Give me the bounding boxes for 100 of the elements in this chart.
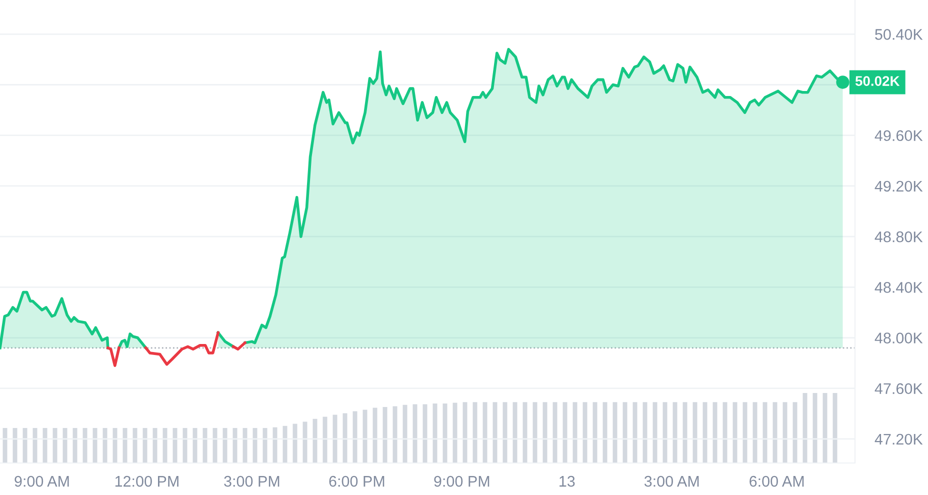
- x-tick-label: 12:00 PM: [115, 476, 178, 487]
- bar: [592, 402, 598, 463]
- bar: [2, 428, 8, 463]
- y-tick-label: 47.20K: [874, 434, 923, 445]
- bar: [72, 428, 78, 463]
- bar: [652, 402, 658, 463]
- bar: [572, 402, 578, 463]
- bar: [702, 402, 708, 463]
- bar: [242, 428, 248, 463]
- bar: [612, 402, 618, 463]
- bar: [772, 402, 778, 463]
- bar: [342, 413, 348, 463]
- bar: [682, 402, 688, 463]
- bar: [542, 402, 548, 463]
- bar: [362, 410, 368, 463]
- y-tick-label: 50.40K: [875, 29, 923, 40]
- bar: [222, 428, 228, 463]
- bar: [742, 402, 748, 463]
- bar: [802, 393, 808, 463]
- bar: [52, 428, 58, 463]
- bar: [832, 393, 838, 463]
- bar: [512, 402, 518, 463]
- bar: [112, 428, 118, 463]
- bar: [462, 402, 468, 463]
- y-tick-label: 47.60K: [874, 383, 923, 394]
- bar: [82, 428, 88, 463]
- x-tick-label: 13: [560, 476, 575, 487]
- y-tick-label: 49.20K: [874, 180, 923, 192]
- bar: [432, 404, 438, 463]
- bar: [272, 427, 278, 463]
- bar: [232, 428, 238, 463]
- bar: [352, 411, 358, 463]
- y-tick-label: 48.00K: [874, 332, 923, 344]
- y-tick-label: 48.40K: [874, 282, 923, 293]
- bar: [102, 428, 108, 463]
- bar: [302, 422, 308, 463]
- bar: [752, 402, 758, 463]
- bar: [282, 426, 288, 463]
- bar: [792, 402, 798, 463]
- x-tick-label: 6:00 AM: [750, 476, 804, 487]
- bar: [182, 428, 188, 463]
- bar: [292, 424, 298, 463]
- bar: [412, 404, 418, 463]
- bar: [172, 428, 178, 463]
- bar: [582, 402, 588, 463]
- bar: [522, 402, 528, 463]
- bar: [642, 402, 648, 463]
- bar: [132, 428, 138, 463]
- bar: [562, 402, 568, 463]
- x-tick-label: 3:00 AM: [644, 476, 699, 487]
- bar: [662, 402, 668, 463]
- bar: [402, 404, 408, 463]
- bar: [92, 428, 98, 463]
- bar: [142, 428, 148, 463]
- bar: [602, 402, 608, 463]
- bar: [532, 402, 538, 463]
- bar: [822, 393, 828, 463]
- bar: [372, 408, 378, 463]
- bar: [392, 406, 398, 463]
- bar: [472, 402, 478, 463]
- bar: [42, 428, 48, 463]
- x-tick-label: 9:00 AM: [14, 476, 69, 487]
- bar: [122, 428, 128, 463]
- bar: [762, 402, 768, 463]
- bar: [332, 414, 338, 463]
- bar: [782, 402, 788, 463]
- bar: [672, 402, 678, 463]
- y-tick-label: 48.80K: [874, 231, 923, 242]
- bar: [422, 404, 428, 463]
- y-tick-label: 49.60K: [874, 130, 923, 142]
- bar: [712, 402, 718, 463]
- bar: [32, 428, 38, 463]
- data-label: 50.02K: [855, 76, 900, 86]
- bar: [252, 428, 258, 463]
- bar: [152, 428, 158, 463]
- bar: [732, 402, 738, 463]
- x-tick-label: 6:00 PM: [329, 476, 384, 487]
- bar: [312, 418, 318, 463]
- bar: [192, 428, 198, 463]
- bar: [492, 402, 498, 463]
- bar: [482, 402, 488, 463]
- bar: [22, 428, 28, 463]
- bar: [212, 428, 218, 463]
- bar: [502, 402, 508, 463]
- bar: [442, 404, 448, 463]
- bar: [322, 416, 328, 463]
- bar: [12, 428, 18, 463]
- bar: [162, 428, 168, 463]
- bar: [202, 428, 208, 463]
- bar: [262, 428, 268, 463]
- bar: [382, 407, 388, 463]
- x-tick-label: 3:00 PM: [224, 476, 280, 487]
- bar: [812, 393, 818, 463]
- bar: [552, 402, 558, 463]
- bar: [722, 402, 728, 463]
- bar: [62, 428, 68, 463]
- bar: [622, 402, 628, 463]
- bar: [452, 402, 458, 463]
- bar: [632, 402, 638, 463]
- x-tick-label: 9:00 PM: [434, 476, 490, 487]
